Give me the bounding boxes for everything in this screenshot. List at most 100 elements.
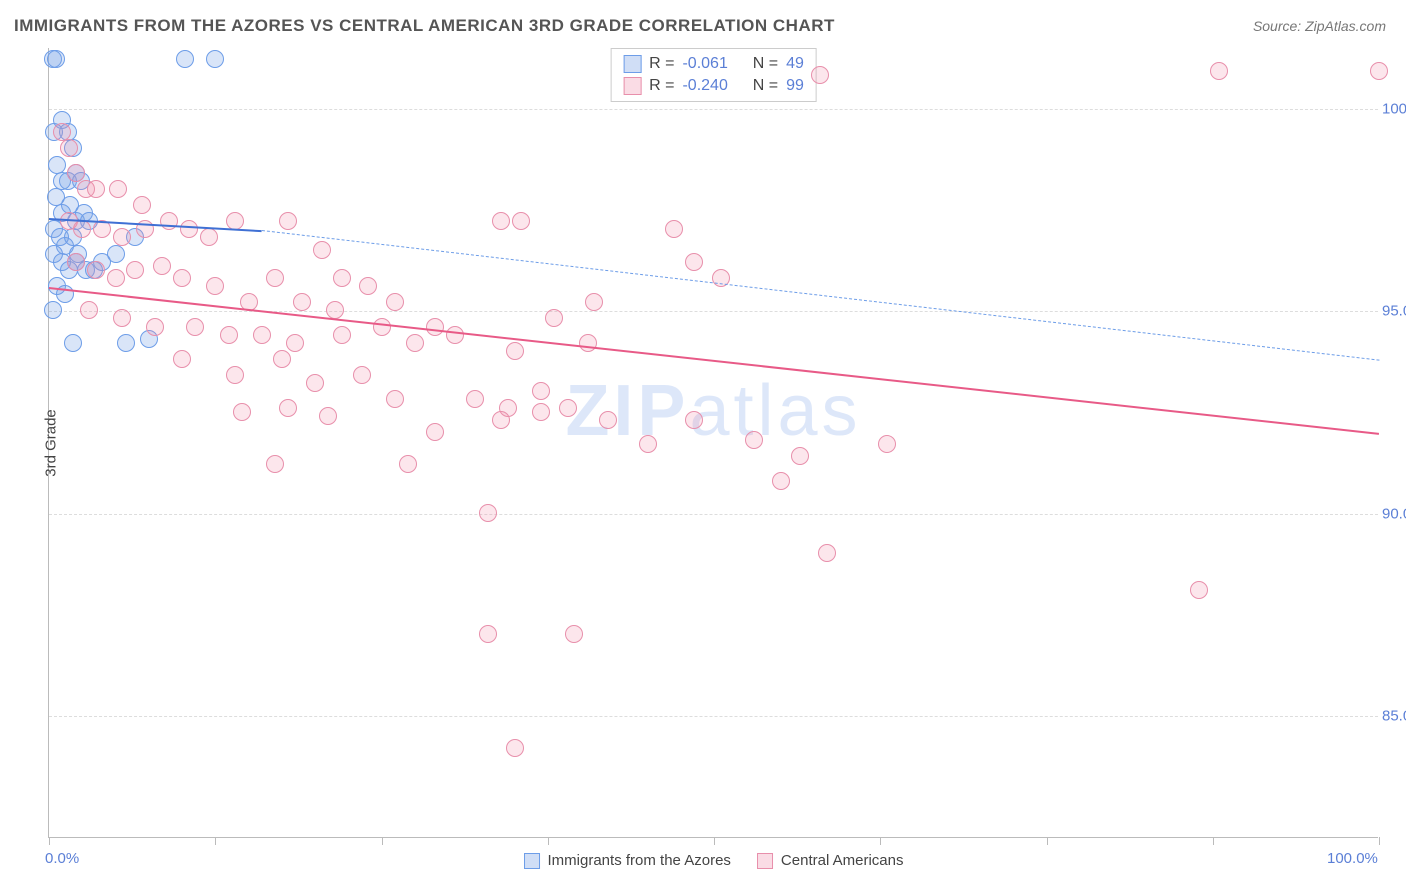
x-tick bbox=[1047, 837, 1048, 845]
data-point bbox=[87, 261, 105, 279]
data-point bbox=[293, 293, 311, 311]
data-point bbox=[60, 139, 78, 157]
data-point bbox=[353, 366, 371, 384]
data-point bbox=[492, 411, 510, 429]
y-tick-label: 100.0% bbox=[1382, 100, 1406, 117]
data-point bbox=[545, 309, 563, 327]
data-point bbox=[87, 180, 105, 198]
data-point bbox=[639, 435, 657, 453]
data-point bbox=[685, 411, 703, 429]
data-point bbox=[180, 220, 198, 238]
data-point bbox=[286, 334, 304, 352]
plot-area: 3rd Grade ZIPatlas R = -0.061 N = 49 R =… bbox=[48, 48, 1378, 838]
data-point bbox=[126, 261, 144, 279]
watermark-prefix: ZIP bbox=[565, 371, 689, 451]
swatch-blue-icon bbox=[623, 55, 641, 73]
data-point bbox=[811, 66, 829, 84]
data-point bbox=[426, 423, 444, 441]
data-point bbox=[109, 180, 127, 198]
data-point bbox=[113, 309, 131, 327]
r-value-blue: -0.061 bbox=[682, 55, 727, 73]
data-point bbox=[426, 318, 444, 336]
data-point bbox=[406, 334, 424, 352]
gridline bbox=[49, 311, 1378, 312]
data-point bbox=[200, 228, 218, 246]
data-point bbox=[220, 326, 238, 344]
data-point bbox=[565, 625, 583, 643]
data-point bbox=[160, 212, 178, 230]
y-axis-label: 3rd Grade bbox=[42, 409, 59, 477]
data-point bbox=[492, 212, 510, 230]
data-point bbox=[506, 342, 524, 360]
x-tick bbox=[49, 837, 50, 845]
data-point bbox=[206, 277, 224, 295]
data-point bbox=[373, 318, 391, 336]
data-point bbox=[107, 269, 125, 287]
data-point bbox=[878, 435, 896, 453]
data-point bbox=[326, 301, 344, 319]
data-point bbox=[117, 334, 135, 352]
y-tick-label: 90.0% bbox=[1382, 505, 1406, 522]
data-point bbox=[333, 326, 351, 344]
data-point bbox=[80, 301, 98, 319]
gridline bbox=[49, 716, 1378, 717]
n-value-blue: 49 bbox=[786, 55, 804, 73]
data-point bbox=[266, 269, 284, 287]
data-point bbox=[173, 350, 191, 368]
data-point bbox=[359, 277, 377, 295]
data-point bbox=[585, 293, 603, 311]
data-point bbox=[532, 403, 550, 421]
data-point bbox=[479, 504, 497, 522]
data-point bbox=[153, 257, 171, 275]
data-point bbox=[399, 455, 417, 473]
x-tick bbox=[382, 837, 383, 845]
data-point bbox=[44, 301, 62, 319]
r-label: R = bbox=[649, 55, 674, 73]
data-point bbox=[466, 390, 484, 408]
data-point bbox=[306, 374, 324, 392]
watermark-suffix: atlas bbox=[689, 371, 861, 451]
x-tick bbox=[880, 837, 881, 845]
legend-label-blue: Immigrants from the Azores bbox=[548, 852, 731, 869]
data-point bbox=[64, 334, 82, 352]
data-point bbox=[506, 739, 524, 757]
data-point bbox=[479, 625, 497, 643]
data-point bbox=[386, 390, 404, 408]
x-tick-label: 100.0% bbox=[1327, 850, 1378, 867]
data-point bbox=[313, 241, 331, 259]
n-value-pink: 99 bbox=[786, 77, 804, 95]
data-point bbox=[113, 228, 131, 246]
data-point bbox=[206, 50, 224, 68]
data-point bbox=[186, 318, 204, 336]
data-point bbox=[253, 326, 271, 344]
data-point bbox=[173, 269, 191, 287]
data-point bbox=[233, 403, 251, 421]
data-point bbox=[1190, 581, 1208, 599]
x-tick bbox=[714, 837, 715, 845]
data-point bbox=[279, 212, 297, 230]
legend-row-blue: R = -0.061 N = 49 bbox=[623, 53, 804, 75]
data-point bbox=[446, 326, 464, 344]
legend-item-pink: Central Americans bbox=[757, 852, 904, 869]
x-tick bbox=[215, 837, 216, 845]
data-point bbox=[1210, 62, 1228, 80]
data-point bbox=[772, 472, 790, 490]
data-point bbox=[386, 293, 404, 311]
legend-item-blue: Immigrants from the Azores bbox=[524, 852, 731, 869]
y-tick-label: 85.0% bbox=[1382, 708, 1406, 725]
source-attribution: Source: ZipAtlas.com bbox=[1253, 18, 1386, 34]
data-point bbox=[818, 544, 836, 562]
gridline bbox=[49, 514, 1378, 515]
swatch-pink-icon bbox=[623, 77, 641, 95]
y-tick-label: 95.0% bbox=[1382, 303, 1406, 320]
data-point bbox=[559, 399, 577, 417]
data-point bbox=[685, 253, 703, 271]
data-point bbox=[665, 220, 683, 238]
gridline bbox=[49, 109, 1378, 110]
data-point bbox=[579, 334, 597, 352]
x-tick bbox=[1213, 837, 1214, 845]
series-legend: Immigrants from the Azores Central Ameri… bbox=[524, 852, 904, 869]
r-value-pink: -0.240 bbox=[682, 77, 727, 95]
data-point bbox=[176, 50, 194, 68]
trend-line bbox=[262, 230, 1379, 361]
